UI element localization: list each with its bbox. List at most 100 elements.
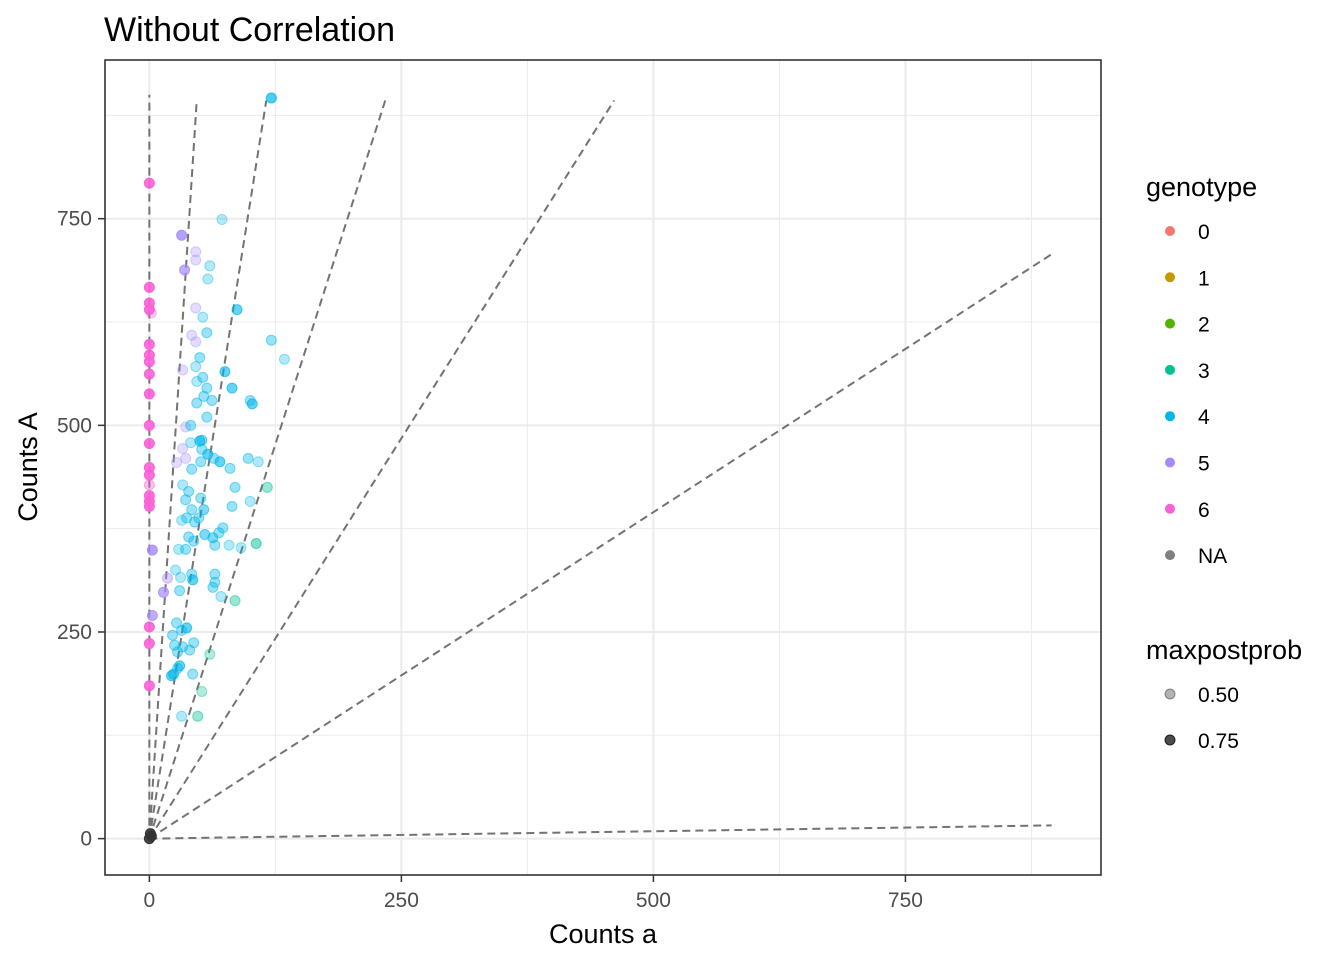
legend-key-0 xyxy=(1165,226,1175,236)
data-point-genotype-4 xyxy=(197,311,209,323)
legend-label-3: 3 xyxy=(1198,360,1210,383)
data-point-genotype-4 xyxy=(180,494,192,506)
data-point-genotype-4 xyxy=(193,512,205,524)
data-point-genotype-4 xyxy=(207,581,219,593)
legend-key-2 xyxy=(1165,318,1175,329)
data-point-genotype-4 xyxy=(176,624,188,636)
alpha-legend-label: 0.75 xyxy=(1198,730,1239,753)
data-point-genotype-6 xyxy=(143,438,155,450)
reference-line xyxy=(149,824,1052,840)
data-point-genotype-4 xyxy=(265,92,277,104)
data-point-genotype-4 xyxy=(195,492,207,504)
data-point-genotype-3 xyxy=(250,538,262,550)
data-point-genotype-4 xyxy=(209,568,221,580)
data-point-genotype-4 xyxy=(231,304,243,316)
data-points xyxy=(143,92,290,845)
x-axis: 0 250 500 750 xyxy=(144,875,923,912)
data-point-genotype-4 xyxy=(194,352,206,364)
data-point-genotype-4 xyxy=(278,353,290,365)
data-point-genotype-5 xyxy=(190,254,202,266)
data-point-genotype-4 xyxy=(191,397,203,409)
data-point-genotype-4 xyxy=(184,644,196,656)
data-point-genotype-5 xyxy=(176,229,188,241)
data-point-genotype-4 xyxy=(198,504,210,516)
reference-line xyxy=(148,99,615,840)
legend-label-4: 4 xyxy=(1198,406,1210,429)
data-point-genotype-4 xyxy=(201,382,213,394)
data-point-genotype-4 xyxy=(185,419,197,431)
data-point-genotype-5 xyxy=(190,336,202,348)
y-tick-label: 500 xyxy=(57,414,92,437)
data-point-genotype-6 xyxy=(143,368,155,380)
data-point-genotype-4 xyxy=(174,585,186,597)
data-point-genotype-6 xyxy=(145,307,157,319)
data-point-genotype-4 xyxy=(265,334,277,346)
data-point-genotype-4 xyxy=(171,617,183,629)
data-point-genotype-4 xyxy=(187,574,199,586)
x-tick-label: 0 xyxy=(144,889,156,912)
data-point-genotype-6 xyxy=(143,680,155,692)
data-point-genotype-4 xyxy=(214,456,226,468)
data-point-genotype-5 xyxy=(146,544,158,556)
data-point-genotype-4 xyxy=(197,371,209,383)
data-point-genotype-4 xyxy=(216,214,228,226)
data-point-genotype-6 xyxy=(143,419,155,431)
data-point-genotype-4 xyxy=(242,452,254,464)
data-point-genotype-6 xyxy=(143,469,155,481)
data-point-genotype-4 xyxy=(176,514,188,526)
chart-title: Without Correlation xyxy=(104,11,395,49)
y-axis: 0 250 500 750 xyxy=(57,208,105,851)
data-point-genotype-4 xyxy=(183,485,195,497)
data-point-genotype-4 xyxy=(170,564,182,576)
data-point-genotype-4 xyxy=(185,437,197,449)
data-point-genotype-5 xyxy=(190,246,202,258)
data-point-genotype-5 xyxy=(162,572,174,584)
data-point-genotype-5 xyxy=(177,364,189,376)
legend-label-6: 6 xyxy=(1198,499,1210,522)
reference-line xyxy=(148,100,198,839)
data-point-genotype-6 xyxy=(143,177,155,189)
data-point-genotype-4 xyxy=(226,500,238,512)
data-point-genotype-4 xyxy=(180,543,192,555)
data-point-genotype-4 xyxy=(167,629,179,641)
data-point-genotype-6 xyxy=(143,304,155,316)
data-point-genotype-4 xyxy=(244,495,256,507)
alpha-legend-key xyxy=(1164,688,1176,700)
y-tick-label: 250 xyxy=(57,621,92,644)
data-point-genotype-3 xyxy=(229,595,241,607)
data-point-genotype-4 xyxy=(194,435,206,447)
legend-key-1 xyxy=(1165,272,1175,283)
maxpostprob-legend: maxpostprob 0.50 0.75 xyxy=(1146,635,1302,753)
data-point-genotype-4 xyxy=(188,535,200,547)
data-point-genotype-5 xyxy=(180,452,192,464)
x-axis-title: Counts a xyxy=(549,919,658,949)
data-point-genotype-4 xyxy=(201,411,213,423)
data-point-genotype-3 xyxy=(261,481,273,493)
data-point-genotype-NA xyxy=(144,828,156,840)
data-point-genotype-4 xyxy=(176,710,188,722)
data-point-genotype-4 xyxy=(246,398,258,410)
data-point-genotype-4 xyxy=(209,539,221,551)
y-axis-title: Counts A xyxy=(13,412,43,522)
x-tick-label: 500 xyxy=(636,889,671,912)
data-point-genotype-6 xyxy=(143,356,155,368)
panel-border xyxy=(104,59,1102,876)
data-point-genotype-4 xyxy=(189,516,201,528)
data-point-genotype-4 xyxy=(223,539,235,551)
data-point-genotype-4 xyxy=(235,542,247,554)
data-point-genotype-4 xyxy=(195,456,207,468)
legend-label-NA: NA xyxy=(1198,545,1227,568)
data-point-genotype-5 xyxy=(146,609,158,621)
data-point-genotype-4 xyxy=(181,622,193,634)
legend-key-4 xyxy=(1165,411,1175,422)
data-point-genotype-3 xyxy=(196,686,208,698)
legend-key-NA xyxy=(1165,550,1175,561)
data-point-genotype-4 xyxy=(190,361,202,373)
data-point-genotype-4 xyxy=(186,504,198,516)
data-point-genotype-4 xyxy=(172,646,184,658)
data-point-genotype-5 xyxy=(179,264,191,276)
y-tick-label: 0 xyxy=(80,828,92,851)
data-point-genotype-5 xyxy=(186,329,198,341)
